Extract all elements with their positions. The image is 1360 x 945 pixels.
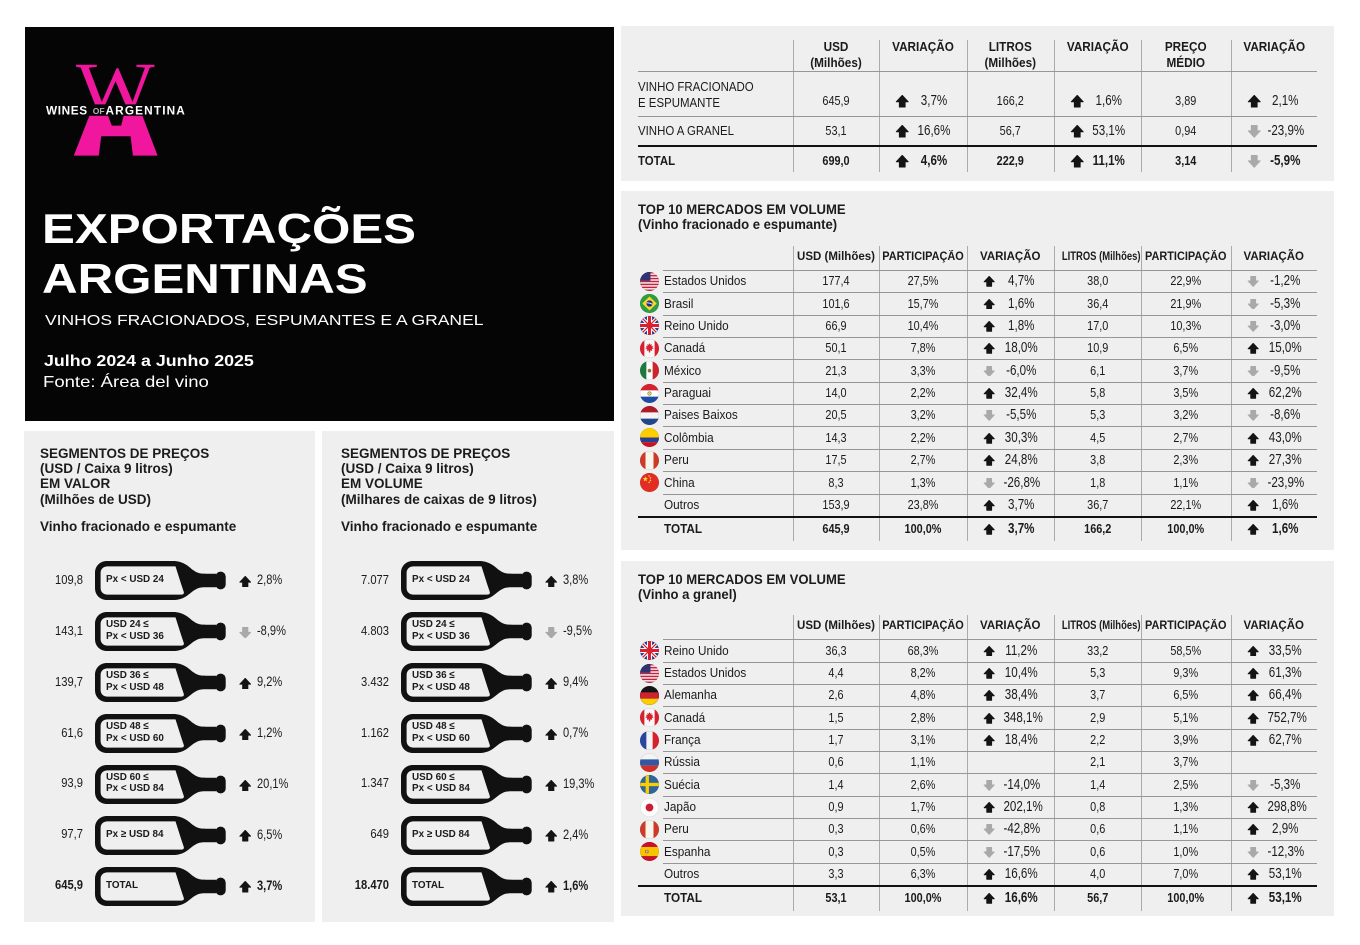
svg-text:OF: OF xyxy=(93,106,105,116)
svg-text:WINES: WINES xyxy=(46,103,88,117)
svg-text:ARGENTINA: ARGENTINA xyxy=(106,103,186,117)
